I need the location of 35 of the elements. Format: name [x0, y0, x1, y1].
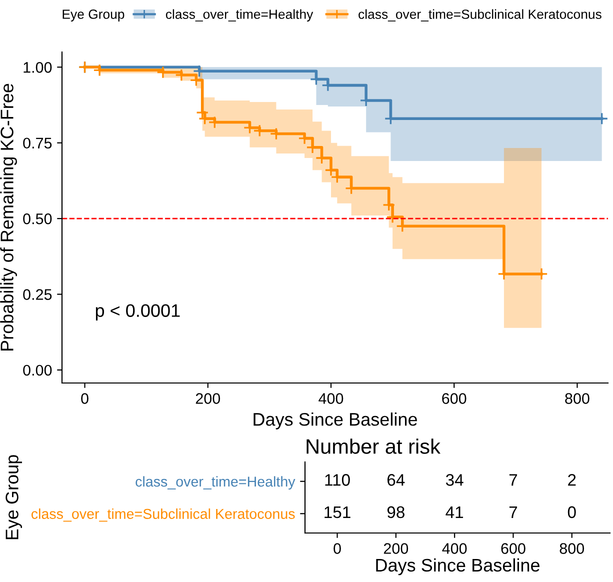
y-tick-label: 0.25	[23, 289, 52, 300]
y-axis-title: Eye Group	[6, 455, 22, 540]
x-tick-label: 0	[81, 393, 88, 404]
y-axis-title: Probability of Remaining KC-Free	[0, 84, 17, 350]
data-label: 98	[387, 506, 404, 518]
data-label: 7	[509, 506, 518, 518]
x-tick-label: 600	[501, 543, 526, 554]
data-label: 41	[446, 506, 464, 518]
data-label: 7	[509, 474, 518, 486]
annotation: p < 0.0001	[96, 304, 180, 321]
x-tick-label: 400	[442, 543, 467, 554]
x-tick-label: 800	[565, 393, 590, 404]
legend-label: class_over_time=Healthy	[166, 9, 314, 22]
legend-label: class_over_time=Subclinical Keratoconus	[358, 9, 602, 22]
data-label: 110	[325, 474, 350, 486]
x-tick-label: 0	[334, 543, 341, 554]
x-tick-label: 200	[196, 393, 220, 404]
x-tick-label: 200	[384, 543, 408, 554]
data-label: 2	[568, 474, 576, 486]
y-tick-label: 0.75	[23, 138, 52, 149]
x-tick-label: 800	[560, 543, 584, 554]
data-label: 64	[387, 474, 405, 486]
y-tick-label: 0.50	[23, 213, 52, 224]
x-axis-title: Days Since Baseline	[254, 412, 417, 430]
y-tick-label: 0.00	[23, 364, 52, 376]
legend-title: Eye Group	[62, 10, 124, 22]
chart-title: Number at risk	[306, 438, 440, 454]
data-label: 151	[324, 506, 350, 518]
data-label: 34	[446, 474, 464, 486]
x-axis-title: Days Since Baseline	[376, 558, 540, 576]
y-tick-label: 1.00	[24, 62, 52, 73]
data-label: 0	[568, 506, 576, 518]
y-tick-label: class_over_time=Subclinical Keratoconus	[32, 508, 295, 522]
x-tick-label: 600	[442, 393, 466, 404]
x-tick-label: 400	[318, 393, 344, 404]
